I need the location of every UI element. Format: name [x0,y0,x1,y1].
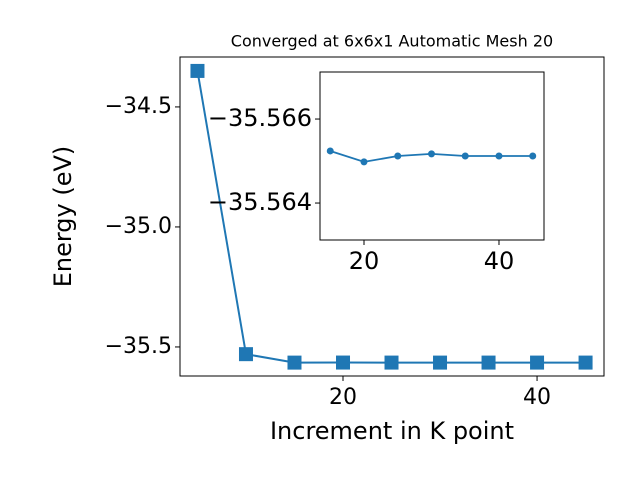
x-tick-label: 20 [349,247,380,275]
marker [336,355,351,370]
chart-title: Converged at 6x6x1 Automatic Mesh 20 [231,32,553,51]
marker [238,347,253,362]
marker [384,355,399,370]
x-tick-label: 20 [329,385,357,410]
marker [495,152,503,160]
marker [394,152,402,160]
x-tick-label: 40 [523,385,551,410]
marker [287,355,302,370]
marker [360,158,368,166]
marker [530,355,545,370]
marker [481,355,496,370]
marker [433,355,448,370]
y-tick-label: −35.5 [105,334,172,359]
y-axis-label: Energy (eV) [49,146,77,288]
marker [427,150,435,158]
marker [578,355,593,370]
y-tick-label: −35.0 [105,214,172,239]
x-axis-label: Increment in K point [270,417,514,445]
y-tick-label: −35.566 [208,104,312,132]
y-tick-label: −34.5 [105,94,172,119]
x-tick-label: 40 [484,247,515,275]
marker [461,152,469,160]
marker [326,147,334,155]
marker [529,152,537,160]
y-tick-label: −35.564 [208,188,312,216]
marker [190,63,205,78]
